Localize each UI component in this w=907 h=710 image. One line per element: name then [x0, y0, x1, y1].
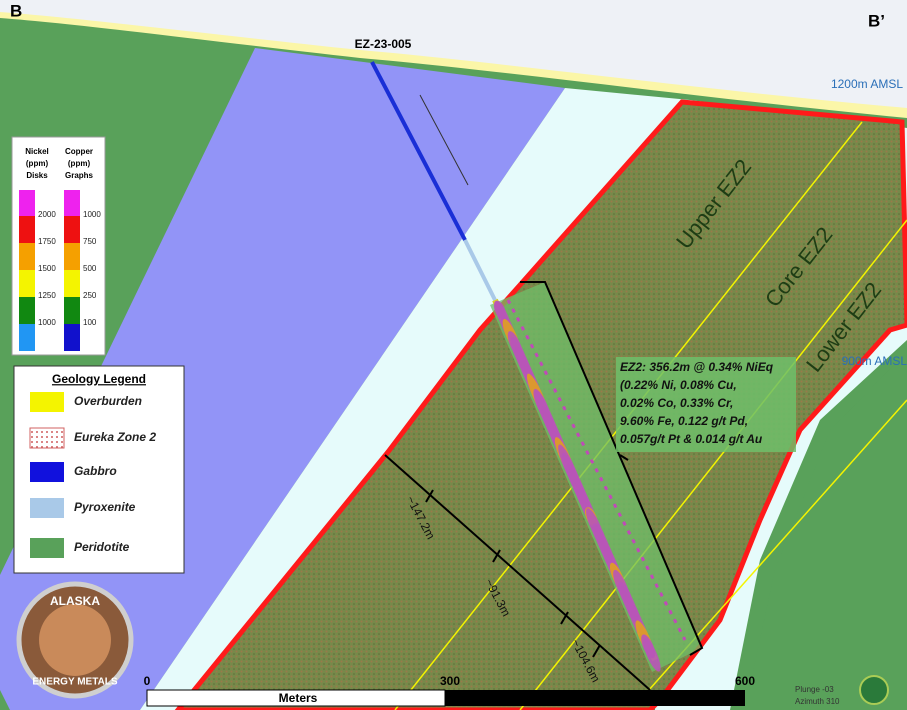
swatch: [19, 270, 35, 297]
drill-trace: [463, 239, 497, 301]
drillhole-label: EZ-23-005: [355, 37, 412, 51]
swatch: [64, 270, 80, 297]
scale-tick: 0: [144, 674, 151, 688]
swatch: [19, 190, 35, 216]
copper-graph: [506, 299, 687, 641]
elevation-label: 900m AMSL: [842, 354, 907, 368]
orientation: Plunge -03: [795, 685, 834, 694]
logo-text: ALASKA: [50, 594, 100, 608]
legend-title: Copper: [65, 147, 93, 156]
legend-tick: 1000: [83, 210, 101, 219]
width-tick: [560, 611, 569, 625]
swatch: [19, 243, 35, 270]
swatch: [29, 427, 65, 449]
legend-tick: 1000: [38, 318, 56, 327]
width-line: [384, 454, 651, 691]
intercept-zone: [490, 282, 702, 672]
legend-title: (ppm): [68, 159, 91, 168]
swatch: [64, 324, 80, 351]
copper-graph: [419, 94, 469, 186]
intercept-text: 0.057g/t Pt & 0.014 g/t Au: [620, 432, 763, 446]
scale-label: Meters: [279, 691, 318, 705]
legend-title: Geology Legend: [52, 372, 146, 386]
nickel-disks: [493, 300, 661, 672]
swatch: [64, 243, 80, 270]
legend-title: Disks: [26, 171, 48, 180]
logo-text: ENERGY METALS: [32, 677, 118, 688]
copper-scale: [64, 190, 80, 351]
width-tick: [492, 549, 501, 563]
scale-tick: 300: [440, 674, 460, 688]
intercept-bracket: [520, 281, 704, 656]
swatch: [30, 498, 64, 518]
swatch: [64, 190, 80, 216]
legend-label: Overburden: [74, 394, 142, 408]
swatch: [19, 324, 35, 351]
legend-tick: 2000: [38, 210, 56, 219]
pyroxenite: [140, 88, 690, 710]
legend-tick: 1750: [38, 237, 56, 246]
intercept-text: 9.60% Fe, 0.122 g/t Pd,: [620, 414, 748, 428]
logo: [39, 604, 111, 676]
legend-tick: 1250: [38, 291, 56, 300]
legend-tick: 750: [83, 237, 97, 246]
scale-bar: [445, 690, 745, 706]
legend-label: Peridotite: [74, 540, 130, 554]
legend-tick: 500: [83, 264, 97, 273]
legend-title: Nickel: [25, 147, 49, 156]
legend-tick: 100: [83, 318, 97, 327]
intercept-text: (0.22% Ni, 0.08% Cu,: [620, 378, 737, 392]
width-tick: [425, 489, 434, 503]
width-tick: [592, 644, 601, 658]
swatch: [19, 216, 35, 243]
swatch: [30, 538, 64, 558]
section-label: B: [10, 1, 22, 20]
sky: [0, 0, 907, 108]
swatch: [30, 392, 64, 412]
legend-label: Gabbro: [74, 464, 117, 478]
swatch: [19, 297, 35, 324]
legend-tick: 1500: [38, 264, 56, 273]
nickel-disk: [643, 638, 661, 672]
elevation-label: 1200m AMSL: [831, 77, 903, 91]
swatch: [64, 297, 80, 324]
swatch: [64, 216, 80, 243]
zone-boundary: [519, 219, 907, 710]
legend-label: Pyroxenite: [74, 500, 136, 514]
drill-trace: [370, 61, 467, 241]
section-label: B’: [868, 11, 885, 30]
scale-tick: 600: [735, 674, 755, 688]
orientation: Azimuth 310: [795, 697, 840, 706]
legend-tick: 250: [83, 291, 97, 300]
legend-title: Graphs: [65, 171, 94, 180]
legend-title: (ppm): [26, 159, 49, 168]
legend-label: Eureka Zone 2: [74, 430, 156, 444]
nickel-scale: [19, 190, 35, 351]
swatch: [30, 462, 64, 482]
peridotite: [745, 352, 907, 710]
orientation-icon: [859, 675, 889, 705]
callout-line: [619, 454, 629, 461]
intercept-box: [616, 357, 796, 452]
intercept-text: EZ2: 356.2m @ 0.34% NiEq: [620, 360, 774, 374]
intercept-text: 0.02% Co, 0.33% Cr,: [620, 396, 733, 410]
